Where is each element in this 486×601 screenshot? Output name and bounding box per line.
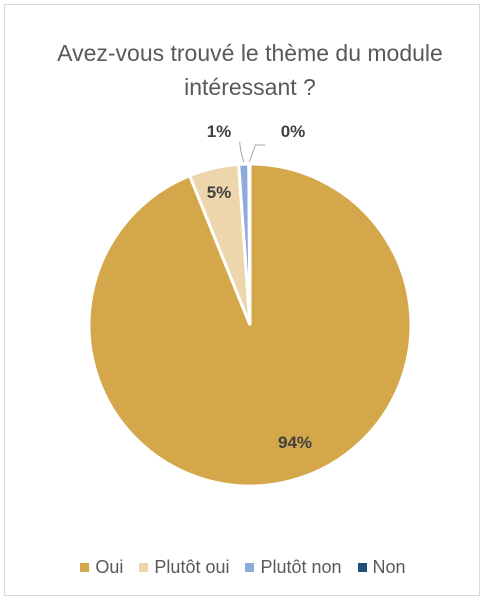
data-label-non: 0% — [281, 122, 306, 141]
legend-label-plutot-non: Plutôt non — [260, 557, 342, 577]
legend-item-plutot-non: Plutôt non — [245, 557, 342, 578]
legend-swatch-plutot-oui — [139, 563, 149, 572]
legend-item-plutot-oui: Plutôt oui — [139, 557, 229, 578]
leader-line-plutot-non — [239, 141, 245, 163]
legend-label-plutot-oui: Plutôt oui — [154, 557, 230, 577]
legend-label-oui: Oui — [95, 557, 124, 577]
legend-swatch-plutot-non — [245, 563, 255, 572]
legend-item-oui: Oui — [80, 557, 123, 578]
legend-item-non: Non — [357, 557, 406, 578]
data-label-oui: 94% — [278, 433, 312, 452]
chart-legend: Oui Plutôt oui Plutôt non Non — [0, 557, 486, 578]
data-label-plutot-non: 1% — [207, 122, 232, 141]
legend-label-non: Non — [372, 557, 406, 577]
leader-line-non — [248, 144, 266, 163]
chart-title: Avez-vous trouvé le thème du module inté… — [57, 40, 443, 100]
data-label-plutot-oui: 5% — [207, 183, 232, 202]
pie-slice-non — [247, 162, 252, 326]
legend-swatch-non — [357, 563, 367, 572]
legend-swatch-oui — [80, 563, 90, 572]
